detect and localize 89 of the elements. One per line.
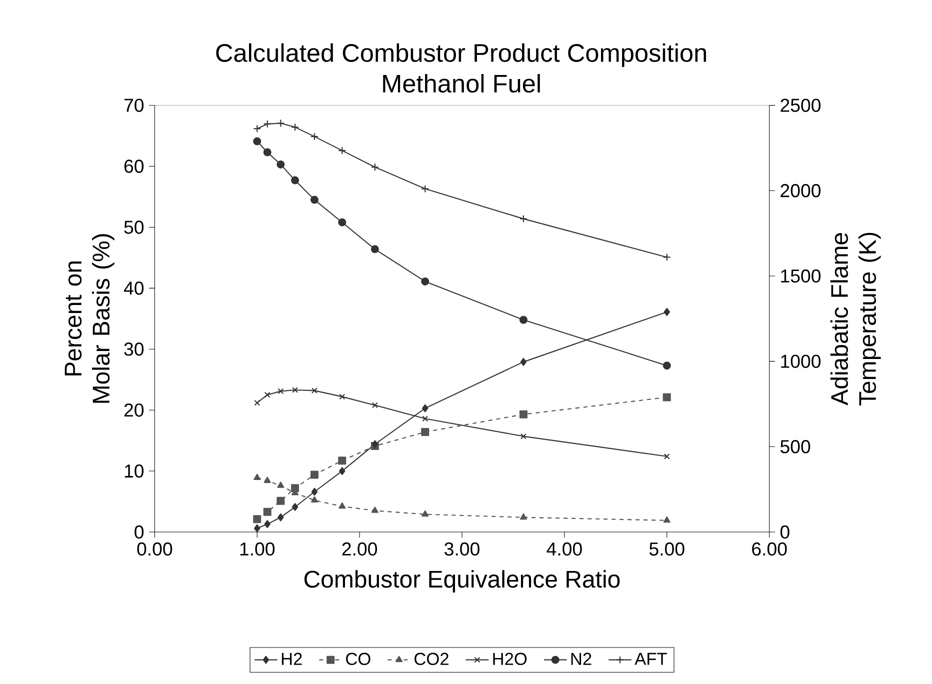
point [263, 148, 272, 156]
point [519, 316, 528, 324]
point [338, 146, 346, 155]
point [520, 513, 527, 520]
point [422, 404, 428, 412]
point [278, 388, 284, 394]
y-tick-label: 0 [134, 525, 144, 539]
x-tick-label: 1.00 [240, 542, 275, 556]
point [264, 520, 270, 528]
x-tick-label: 3.00 [444, 542, 480, 556]
point [310, 196, 318, 204]
point [339, 467, 346, 476]
y2-tick-label: 1000 [781, 354, 821, 368]
point [310, 470, 318, 479]
y-tick-label: 10 [124, 464, 144, 478]
y2-tick-label: 2500 [780, 98, 821, 112]
point [311, 488, 318, 496]
x-tick-label: 0.00 [137, 542, 172, 556]
point [310, 132, 318, 141]
y-tick-label: 70 [124, 98, 144, 112]
y2-tick-label: 1500 [781, 269, 821, 283]
point [662, 362, 671, 370]
point [263, 120, 272, 128]
point [264, 392, 270, 398]
y-tick-label: 30 [124, 342, 144, 356]
point [662, 393, 671, 402]
y-tick-label: 50 [124, 220, 144, 234]
y2-tick-label: 2000 [780, 184, 821, 198]
point [291, 123, 300, 132]
point [371, 506, 378, 513]
chart-title: Calculated Combustor Product Composition [216, 43, 706, 67]
point [263, 508, 272, 516]
point [664, 453, 670, 460]
x-axis-title: Combustor Equivalence Ratio [304, 570, 620, 592]
x-tick-label: 4.00 [546, 542, 582, 556]
point [253, 124, 262, 133]
point [520, 358, 527, 366]
chart-subtitle: Methanol Fuel [383, 74, 540, 93]
point [254, 474, 261, 480]
y2-axis-title: Adiabatic Flame Temperature (K) [830, 232, 881, 406]
legend-label: N2 [571, 652, 592, 665]
legend-label: AFT [634, 652, 667, 665]
y-tick-label: 40 [124, 282, 144, 295]
x-tick-label: 2.00 [342, 542, 377, 556]
point [339, 394, 346, 400]
point [276, 119, 285, 128]
y-axis-title: Percent on Molar Basis (%) [64, 234, 114, 403]
point [311, 388, 318, 394]
legend-label: H2 [282, 652, 302, 665]
point [422, 510, 429, 517]
point [421, 428, 430, 436]
point [292, 386, 298, 393]
point [253, 515, 262, 524]
point [520, 433, 526, 440]
legend-label: CO2 [414, 652, 448, 666]
point [254, 400, 260, 406]
point [421, 184, 430, 193]
point [254, 524, 260, 532]
point [310, 496, 318, 503]
point [519, 214, 528, 223]
point [662, 253, 671, 262]
point [421, 277, 430, 286]
legend-label: CO [346, 652, 370, 666]
point [422, 416, 428, 422]
x-tick-label: 6.00 [752, 542, 787, 556]
x-tick-label: 5.00 [649, 542, 684, 556]
point [338, 502, 346, 509]
point [277, 482, 284, 488]
point [370, 245, 379, 254]
y2-tick-label: 0 [780, 525, 790, 539]
point [292, 502, 298, 511]
y-tick-label: 60 [124, 160, 144, 173]
point [291, 176, 300, 184]
point [338, 456, 346, 465]
point [664, 308, 670, 316]
y-tick-label: 20 [124, 403, 144, 417]
legend-label: H2O [493, 652, 527, 666]
point [370, 163, 379, 172]
point [372, 402, 378, 408]
point [338, 218, 346, 226]
point [276, 160, 285, 168]
point [264, 476, 271, 484]
point [519, 410, 528, 418]
point [253, 137, 262, 146]
point [276, 496, 285, 505]
point [663, 516, 670, 523]
y2-tick-label: 500 [780, 440, 810, 454]
point [291, 484, 300, 492]
point [278, 513, 284, 522]
